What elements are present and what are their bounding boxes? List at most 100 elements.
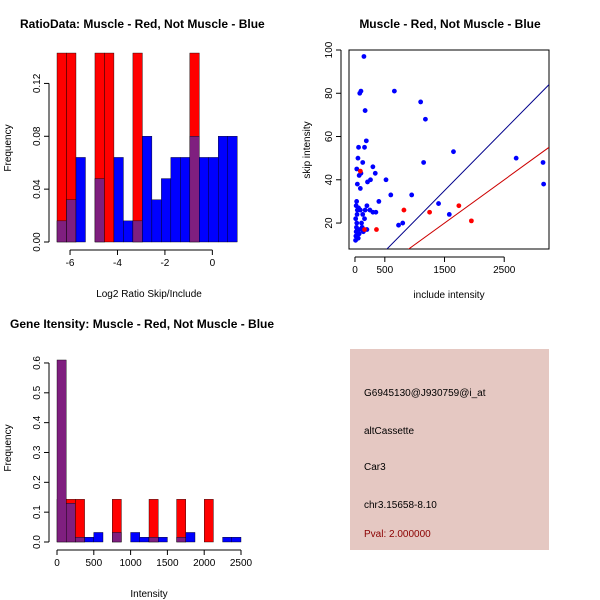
info-panel-background bbox=[350, 349, 549, 550]
not-muscle-point bbox=[376, 199, 382, 204]
scatter-xlabel: include intensity bbox=[413, 290, 484, 301]
not-muscle-point bbox=[362, 108, 368, 113]
not-muscle-point bbox=[364, 203, 370, 209]
not-muscle-point bbox=[354, 199, 360, 204]
not-muscle-point bbox=[355, 155, 361, 161]
scatter-ylabel: skip intensity bbox=[302, 121, 313, 178]
not-muscle-point bbox=[360, 211, 366, 217]
not-muscle-bar bbox=[66, 199, 77, 243]
event-type: altCassette bbox=[364, 426, 414, 437]
y-tick-label: 0.1 bbox=[32, 505, 43, 519]
x-tick-label: -2 bbox=[160, 258, 169, 269]
not-muscle-point bbox=[363, 138, 369, 144]
not-muscle-bar bbox=[199, 157, 209, 243]
not-muscle-bar bbox=[231, 537, 242, 543]
y-tick-label: 0.0 bbox=[32, 535, 43, 549]
not-muscle-point bbox=[359, 220, 364, 226]
not-muscle-point bbox=[358, 88, 364, 94]
not-muscle-bar bbox=[218, 136, 228, 243]
ratio-histogram: RatioData: Muscle - Red, Not Muscle - Bl… bbox=[3, 17, 265, 300]
genomic-location: chr3.15658-8.10 bbox=[364, 500, 437, 511]
not-muscle-point bbox=[362, 144, 367, 150]
muscle-bar bbox=[56, 52, 67, 243]
not-muscle-bar bbox=[227, 136, 238, 243]
not-muscle-bar bbox=[132, 220, 143, 243]
not-muscle-bar bbox=[185, 532, 196, 543]
muscle-point bbox=[456, 203, 462, 209]
y-tick-label: 60 bbox=[324, 131, 335, 143]
not-muscle-point bbox=[355, 235, 361, 241]
muscle-bar bbox=[75, 499, 85, 543]
x-tick-label: -4 bbox=[113, 258, 122, 269]
not-muscle-point bbox=[368, 177, 373, 183]
y-tick-label: 0.12 bbox=[32, 73, 43, 93]
not-muscle-point bbox=[353, 216, 359, 222]
scatter-plot-frame bbox=[348, 49, 550, 250]
x-tick-label: 2500 bbox=[493, 265, 516, 276]
not-muscle-point bbox=[356, 231, 362, 237]
y-tick-label: 40 bbox=[324, 174, 335, 186]
not-muscle-point bbox=[436, 201, 441, 206]
ratio-histogram-title: RatioData: Muscle - Red, Not Muscle - Bl… bbox=[20, 17, 265, 31]
y-tick-label: 100 bbox=[324, 41, 335, 58]
not-muscle-point bbox=[356, 205, 361, 211]
not-muscle-point bbox=[513, 155, 519, 161]
not-muscle-point bbox=[418, 99, 424, 105]
x-tick-label: 0 bbox=[210, 258, 216, 269]
not-muscle-point bbox=[451, 149, 456, 155]
not-muscle-point bbox=[540, 160, 546, 165]
intensity-histogram-title: Gene Itensity: Muscle - Red, Not Muscle … bbox=[10, 317, 274, 331]
not-muscle-point bbox=[361, 54, 367, 59]
muscle-point bbox=[427, 209, 432, 215]
not-muscle-point bbox=[541, 181, 547, 187]
not-muscle-bar bbox=[142, 136, 153, 243]
x-tick-label: 500 bbox=[376, 265, 393, 276]
muscle-point bbox=[374, 227, 379, 232]
not-muscle-point bbox=[396, 222, 401, 228]
not-muscle-bar bbox=[56, 359, 67, 543]
scatter-title: Muscle - Red, Not Muscle - Blue bbox=[359, 17, 541, 31]
not-muscle-point bbox=[357, 227, 363, 232]
not-muscle-bar bbox=[222, 537, 233, 543]
red-fit-line bbox=[407, 146, 549, 249]
x-tick-label: 2000 bbox=[193, 558, 216, 569]
muscle-point bbox=[468, 218, 474, 224]
muscle-point bbox=[357, 168, 363, 174]
not-muscle-bar bbox=[75, 537, 85, 543]
y-tick-label: 0.04 bbox=[32, 179, 43, 199]
not-muscle-bar bbox=[139, 537, 150, 543]
muscle-bar bbox=[132, 52, 143, 243]
not-muscle-bar bbox=[208, 157, 219, 243]
not-muscle-point bbox=[370, 164, 376, 170]
not-muscle-point bbox=[388, 192, 394, 198]
not-muscle-point bbox=[373, 209, 379, 215]
not-muscle-point bbox=[400, 220, 406, 226]
not-muscle-point bbox=[372, 170, 378, 176]
y-tick-label: 0.2 bbox=[32, 475, 43, 489]
intensity-histogram-xlabel: Intensity bbox=[130, 589, 167, 600]
intensity-histogram: Gene Itensity: Muscle - Red, Not Muscle … bbox=[3, 317, 274, 600]
not-muscle-bar bbox=[84, 537, 94, 543]
not-muscle-point bbox=[354, 220, 360, 226]
x-tick-label: 2500 bbox=[230, 558, 253, 569]
not-muscle-bar bbox=[157, 537, 168, 543]
not-muscle-point bbox=[354, 211, 360, 217]
muscle-bar bbox=[148, 499, 159, 543]
y-tick-label: 0.00 bbox=[32, 232, 43, 252]
not-muscle-bar bbox=[148, 537, 159, 543]
not-muscle-bar bbox=[65, 503, 76, 543]
not-muscle-bar bbox=[93, 532, 104, 543]
y-tick-label: 0.6 bbox=[32, 356, 43, 370]
info-panel: G6945130@J930759@i_at altCassette Car3 c… bbox=[350, 349, 549, 550]
x-tick-label: 1500 bbox=[433, 265, 456, 276]
not-muscle-point bbox=[354, 181, 360, 187]
x-tick-label: -6 bbox=[66, 258, 75, 269]
ratio-histogram-ylabel: Frequency bbox=[3, 124, 14, 171]
muscle-bar bbox=[104, 52, 115, 243]
not-muscle-bar bbox=[176, 537, 187, 543]
ratio-histogram-xlabel: Log2 Ratio Skip/Include bbox=[96, 289, 202, 300]
scatter-plot: Muscle - Red, Not Muscle - Blue 0 500 1500… bbox=[302, 17, 550, 301]
not-muscle-bar bbox=[56, 220, 67, 243]
not-muscle-bar bbox=[123, 220, 134, 243]
